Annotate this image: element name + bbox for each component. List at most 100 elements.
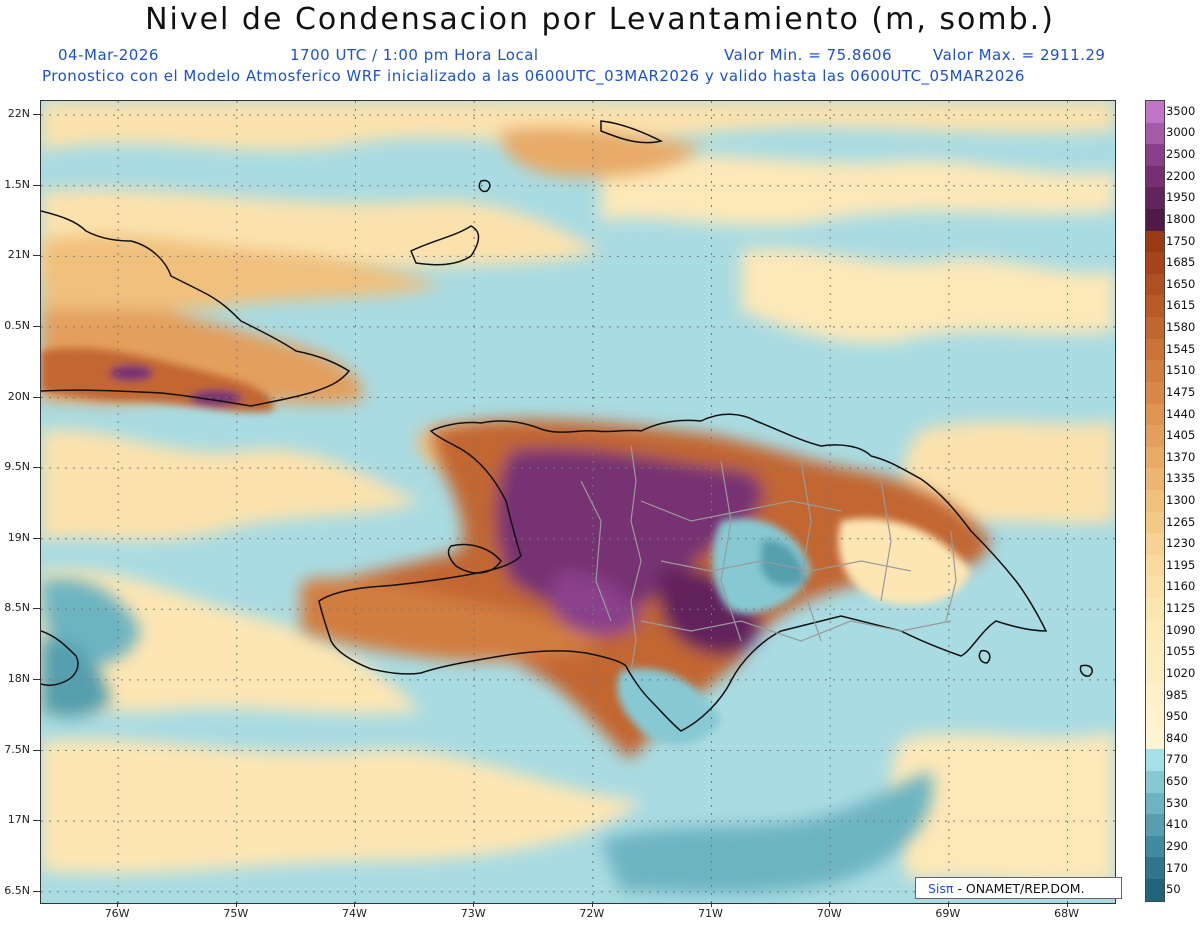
colorbar-segment xyxy=(1146,468,1164,490)
latitude-label: 6.5N xyxy=(4,883,30,897)
latitude-tick xyxy=(33,325,40,327)
colorbar-segment xyxy=(1146,511,1164,534)
longitude-tick xyxy=(354,902,356,907)
colorbar-label: 770 xyxy=(1166,752,1188,767)
colorbar-segment xyxy=(1146,814,1164,836)
colorbar-segment xyxy=(1146,446,1164,469)
colorbar-segment xyxy=(1146,122,1164,145)
colorbar-label: 1545 xyxy=(1166,341,1196,356)
colorbar-label: 1405 xyxy=(1166,428,1196,443)
colorbar-segment xyxy=(1146,835,1164,858)
longitude-label: 68W xyxy=(1054,907,1079,920)
colorbar xyxy=(1145,100,1165,902)
colorbar-label: 1750 xyxy=(1166,233,1196,248)
colorbar-label: 985 xyxy=(1166,687,1188,702)
colorbar-label: 1300 xyxy=(1166,493,1196,507)
longitude-label: 75W xyxy=(223,907,249,920)
longitude-label: 74W xyxy=(342,907,367,920)
colorbar-segment xyxy=(1146,727,1164,750)
latitude-tick xyxy=(33,820,40,822)
longitude-label: 69W xyxy=(935,907,961,920)
colorbar-label: 1125 xyxy=(1166,601,1196,616)
colorbar-segment xyxy=(1146,576,1164,599)
latitude-label: 1.5N xyxy=(4,177,30,191)
eastern-low-lcl xyxy=(617,518,971,745)
gonave-coastline xyxy=(447,543,502,574)
longitude-tick xyxy=(829,902,831,907)
forecast-info: Pronostico con el Modelo Atmosferico WRF… xyxy=(42,67,1025,85)
latitude-tick xyxy=(33,749,40,751)
colorbar-label: 1195 xyxy=(1166,557,1196,572)
latitude-label: 21N xyxy=(7,248,30,262)
colorbar-segment xyxy=(1146,554,1164,577)
latitude-label: 9.5N xyxy=(4,460,30,474)
colorbar-label: 50 xyxy=(1166,882,1181,897)
longitude-tick xyxy=(591,902,593,907)
longitude-label: 70W xyxy=(816,907,842,920)
colorbar-label: 1685 xyxy=(1166,255,1196,270)
colorbar-label: 1090 xyxy=(1166,622,1196,637)
colorbar-segment xyxy=(1146,533,1164,555)
latitude-tick xyxy=(33,537,40,539)
colorbar-segment xyxy=(1146,144,1164,166)
valid-date: 04-Mar-2026 xyxy=(58,46,159,64)
credit-org: - ONAMET/REP.DOM. xyxy=(957,881,1085,896)
latitude-tick xyxy=(33,890,40,892)
colorbar-segment xyxy=(1146,165,1164,188)
lcl-shaded-map xyxy=(41,101,1115,903)
colorbar-label: 1335 xyxy=(1166,471,1196,486)
longitude-tick xyxy=(473,902,475,907)
longitude-label: 73W xyxy=(460,907,486,920)
colorbar-segment xyxy=(1146,684,1164,707)
sispi-logo: Sisπ xyxy=(928,881,954,896)
colorbar-segment xyxy=(1146,792,1164,815)
colorbar-segment xyxy=(1146,662,1164,685)
colorbar-label: 1950 xyxy=(1166,190,1196,205)
colorbar-label: 650 xyxy=(1166,774,1188,789)
colorbar-segment xyxy=(1146,187,1164,210)
latitude-tick xyxy=(33,678,40,680)
colorbar-segment xyxy=(1146,209,1164,231)
colorbar-label: 1440 xyxy=(1166,406,1196,421)
latitude-label: 8.5N xyxy=(4,601,30,615)
max-value: Valor Max. = 2911.29 xyxy=(933,46,1106,64)
saona-coastline xyxy=(978,649,991,664)
longitude-tick xyxy=(117,902,119,907)
colorbar-label: 1650 xyxy=(1166,276,1196,291)
latitude-label: 7.5N xyxy=(4,742,30,756)
latitude-tick xyxy=(33,396,40,398)
latitude-label: 17N xyxy=(7,813,30,827)
colorbar-label: 1475 xyxy=(1166,384,1196,399)
longitude-tick xyxy=(710,902,712,907)
southern-low-lcl xyxy=(41,578,933,894)
longitude-label: 71W xyxy=(698,907,723,920)
colorbar-label: 1510 xyxy=(1166,363,1196,378)
island-coastline xyxy=(478,179,491,193)
jamaica-coastline xyxy=(41,630,79,686)
colorbar-label: 410 xyxy=(1166,817,1188,832)
colorbar-label: 170 xyxy=(1166,860,1188,875)
colorbar-label: 2200 xyxy=(1166,168,1196,183)
colorbar-label: 1580 xyxy=(1166,320,1196,335)
colorbar-segment xyxy=(1146,317,1164,339)
caicos-coastline xyxy=(600,120,664,144)
colorbar-label: 530 xyxy=(1166,795,1188,810)
colorbar-segment xyxy=(1146,706,1164,728)
colorbar-segment xyxy=(1146,641,1164,663)
colorbar-label: 1370 xyxy=(1166,449,1196,464)
colorbar-segment xyxy=(1146,770,1164,793)
longitude-tick xyxy=(947,902,949,907)
colorbar-segment xyxy=(1146,425,1164,447)
longitude-tick xyxy=(1066,902,1068,907)
colorbar-label: 2500 xyxy=(1166,147,1196,162)
colorbar-segment xyxy=(1146,381,1164,404)
colorbar-segment xyxy=(1146,857,1164,879)
map-title: Nivel de Condensacion por Levantamiento … xyxy=(145,2,1055,37)
colorbar-segment xyxy=(1146,295,1164,318)
latitude-tick xyxy=(33,255,40,257)
colorbar-segment xyxy=(1146,749,1164,771)
colorbar-label: 1055 xyxy=(1166,644,1196,659)
hispaniola-coastline xyxy=(318,413,1048,732)
colorbar-segment xyxy=(1146,273,1164,296)
latitude-tick xyxy=(33,608,40,610)
